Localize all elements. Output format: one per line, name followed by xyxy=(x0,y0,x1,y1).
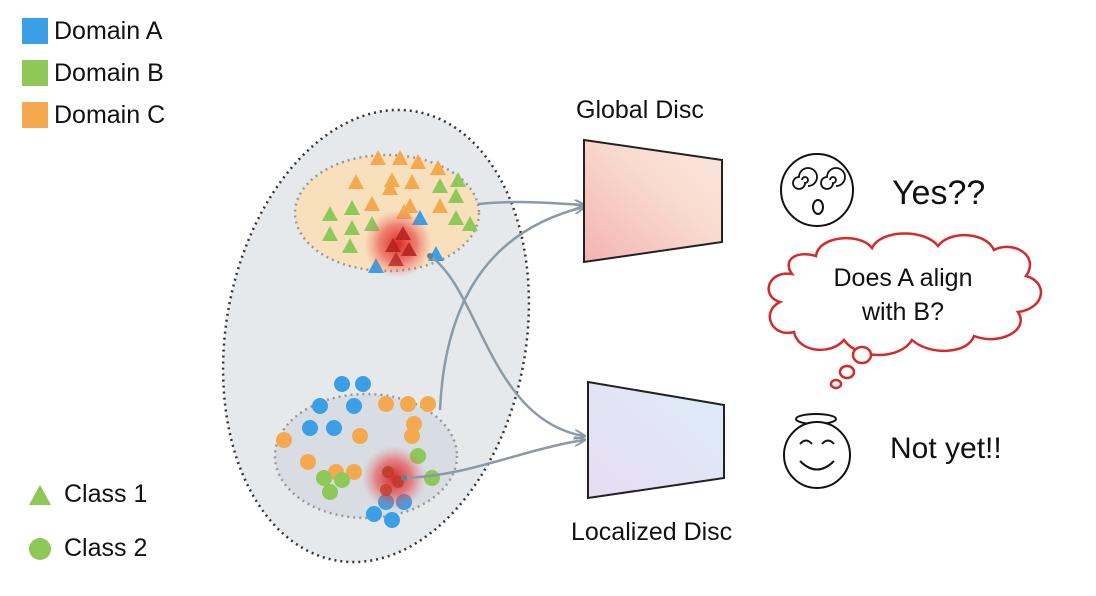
class-1-point xyxy=(322,226,338,241)
class-1-point xyxy=(432,198,448,213)
class-1-point xyxy=(344,200,360,215)
class-2-point xyxy=(302,420,318,436)
class-1-point xyxy=(404,174,420,189)
class-1-point xyxy=(462,216,478,231)
class-1-point xyxy=(450,172,466,187)
legend-domain-b: Domain B xyxy=(22,60,164,86)
arrow-local-top-to-localized xyxy=(429,254,584,436)
class-2-point xyxy=(316,470,332,486)
class-2-point xyxy=(346,398,362,414)
class-1-point xyxy=(322,206,338,221)
localized-disc-label: Localized Disc xyxy=(571,518,733,546)
circle-icon xyxy=(29,537,51,560)
class-1-point xyxy=(342,238,358,253)
global-answer-text: Yes?? xyxy=(892,174,986,212)
arrow-class2-to-global xyxy=(438,207,584,411)
class-1-point xyxy=(392,150,408,165)
global-disc-label: Global Disc xyxy=(576,96,704,124)
localized-discriminator xyxy=(587,380,725,500)
domain-c-swatch xyxy=(22,102,48,128)
class-1-point xyxy=(448,210,464,225)
class-2-point xyxy=(400,396,416,412)
class-1-point xyxy=(370,150,386,165)
class-2-point xyxy=(366,506,382,522)
legend-domain-c: Domain C xyxy=(22,102,165,128)
class-2-point xyxy=(355,376,371,392)
class-1-point xyxy=(432,178,448,193)
class-2-point xyxy=(300,454,316,470)
arrow-local-bottom-to-localized xyxy=(403,440,584,480)
triangle-icon xyxy=(29,484,51,505)
class-2-point xyxy=(384,512,400,528)
class-2-cluster xyxy=(273,392,459,520)
angel-smile-face-icon xyxy=(783,413,851,489)
legend-label: Domain A xyxy=(54,16,163,45)
class-2-point xyxy=(378,396,394,412)
class-2-point xyxy=(352,428,368,444)
dizzy-face-icon xyxy=(780,153,854,227)
thought-line-1: Does A align xyxy=(833,264,973,292)
class-2-point xyxy=(276,432,292,448)
class-2-point xyxy=(312,398,328,414)
domain-a-swatch xyxy=(22,18,48,44)
class-2-point xyxy=(322,484,338,500)
domain-b-swatch xyxy=(22,60,48,86)
class-2-point xyxy=(424,470,440,486)
legend-label: Domain B xyxy=(54,58,164,87)
class-2-point xyxy=(326,420,342,436)
highlight-core-points xyxy=(380,226,417,496)
global-discriminator xyxy=(583,138,723,264)
class-2-point xyxy=(334,472,350,488)
legend-domain-a: Domain A xyxy=(22,18,162,44)
local-region-highlight-top xyxy=(364,210,432,278)
class-2-point xyxy=(420,396,436,412)
class-1-point xyxy=(384,172,400,187)
class-2-point xyxy=(334,376,350,392)
legend-label: Domain C xyxy=(54,100,166,129)
legend-class-1: Class 1 xyxy=(28,482,147,507)
class-1-point xyxy=(382,180,398,195)
class-1-point xyxy=(448,188,464,203)
legend-class-2: Class 2 xyxy=(28,536,147,561)
class-1-point xyxy=(410,154,426,169)
class-1-point xyxy=(430,160,446,175)
class-2-point xyxy=(346,464,362,480)
thought-line-2: with B? xyxy=(862,297,944,326)
class-1-point xyxy=(364,196,380,211)
class-2-point xyxy=(404,428,420,444)
class-2-point xyxy=(406,416,422,432)
localized-answer-text: Not yet!! xyxy=(890,432,1002,465)
legend-label: Class 2 xyxy=(64,534,148,562)
thought-text: Does A align with B? xyxy=(788,262,1018,330)
legend-label: Class 1 xyxy=(64,480,148,508)
thought-bubble xyxy=(767,232,1043,390)
class-1-point xyxy=(348,174,364,189)
class-1-point xyxy=(344,220,360,235)
